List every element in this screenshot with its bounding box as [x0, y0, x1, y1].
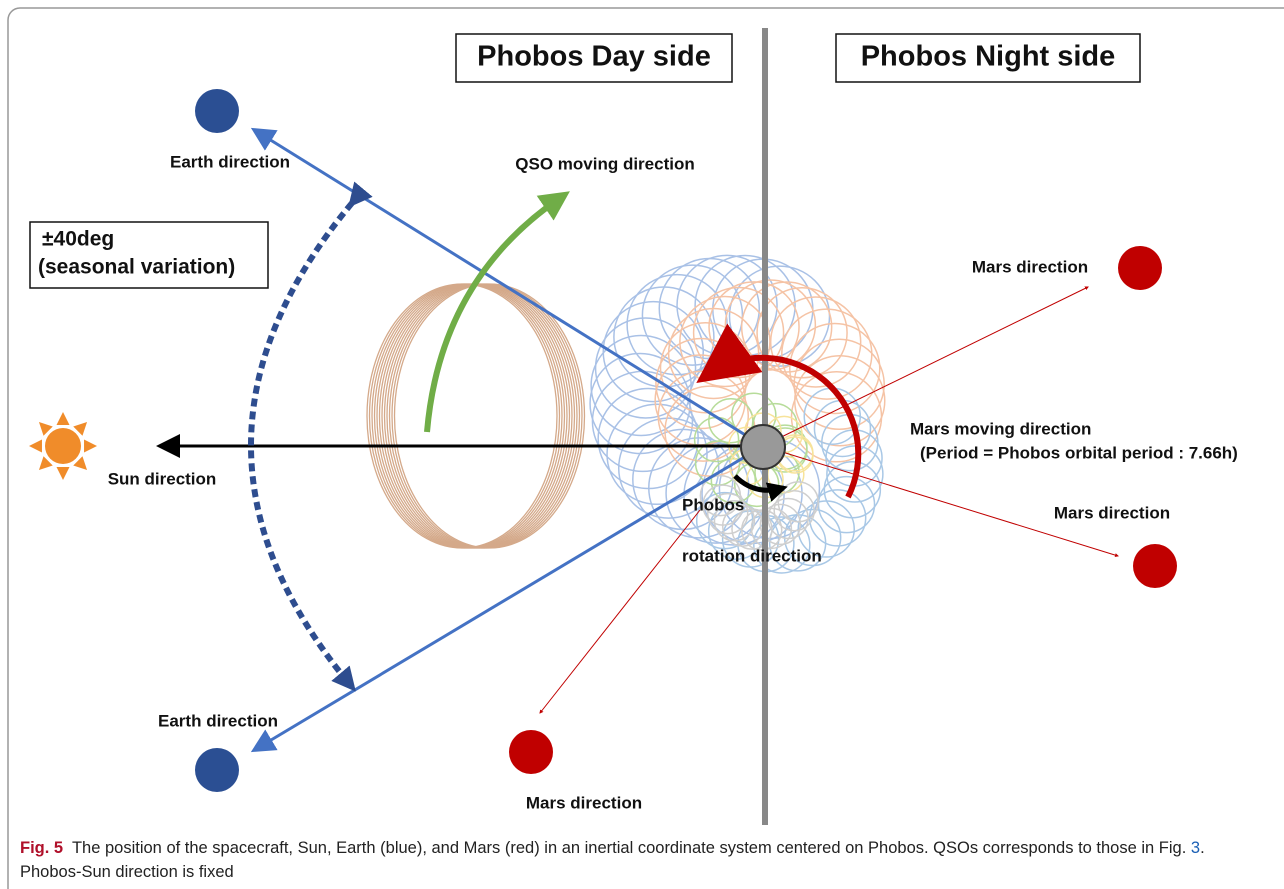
qso-orbit	[740, 509, 783, 551]
mars	[509, 730, 553, 774]
caption: Fig. 5 The position of the spacecraft, S…	[20, 836, 1270, 884]
qso-orbit	[597, 387, 699, 490]
qso-orbit	[388, 283, 581, 549]
qso-orbit	[773, 490, 815, 532]
day-label: Phobos Day side	[477, 41, 711, 73]
season-box	[29, 221, 269, 289]
mars-line	[539, 509, 701, 714]
label: Mars direction	[1054, 503, 1170, 522]
season-line1: ±40deg	[42, 228, 114, 251]
qso-orbit	[750, 507, 793, 550]
qso-orbit	[694, 254, 796, 357]
qso-orbit	[371, 283, 563, 549]
qso-orbit	[708, 397, 754, 444]
caption-text: The position of the spacecraft, Sun, Ear…	[71, 839, 1191, 857]
qso-orbit	[378, 283, 571, 549]
sun-ray	[38, 456, 53, 471]
sun-ray	[56, 412, 70, 425]
label: rotation direction	[682, 546, 822, 565]
mars	[1118, 246, 1162, 290]
qso-orbit	[790, 371, 883, 463]
qso-orbit	[590, 334, 692, 437]
earth-arrow	[250, 444, 764, 753]
rotation-arrow	[733, 474, 788, 502]
label: Mars direction	[526, 793, 642, 812]
qso-orbit	[376, 283, 568, 549]
qso-orbit	[710, 458, 757, 504]
qso-orbit	[793, 338, 885, 431]
qso-orbit	[728, 265, 831, 367]
season-line2: (seasonal variation)	[38, 256, 235, 279]
qso-orbit	[383, 283, 576, 549]
sun-ray	[84, 439, 97, 453]
sun	[29, 412, 97, 480]
label: Sun direction	[108, 469, 217, 488]
label: Earth direction	[158, 711, 278, 730]
qso-orbit	[699, 474, 742, 517]
qso-orbit	[769, 296, 862, 388]
day-box	[455, 33, 733, 83]
qso-orbit	[706, 492, 749, 535]
caption-link[interactable]: 3	[1190, 839, 1201, 857]
qso-orbit	[797, 500, 855, 558]
qso-orbit	[789, 322, 881, 415]
qso-orbit	[386, 283, 578, 549]
qso-orbit	[606, 403, 708, 506]
season-arc	[248, 181, 373, 692]
qso-orbits	[366, 254, 886, 574]
caption-text: . Phobos-Sun direction is fixed	[20, 839, 1205, 881]
sun-ray	[73, 421, 88, 436]
qso-orbit	[381, 283, 573, 549]
mars	[1133, 544, 1177, 588]
night-box	[835, 33, 1141, 83]
qso-orbit	[366, 283, 558, 549]
qso-orbit	[594, 317, 697, 419]
qso-orbit	[753, 516, 811, 574]
qso-orbit	[679, 295, 771, 388]
label: Mars direction	[972, 257, 1088, 276]
qso-orbit	[373, 283, 566, 549]
mars-line	[762, 445, 1119, 558]
mars-moving-arrow	[696, 323, 862, 499]
frame	[7, 7, 1284, 889]
qso-orbit	[759, 503, 802, 546]
label: Mars moving direction	[910, 419, 1091, 438]
night-label: Phobos Night side	[861, 41, 1116, 73]
mars-line	[762, 286, 1089, 447]
sun-ray	[56, 467, 70, 480]
earth	[195, 89, 239, 133]
label: (Period = Phobos orbital period : 7.66h)	[920, 443, 1238, 462]
qso-orbit	[393, 283, 586, 549]
caption-label: Fig. 5	[20, 839, 64, 857]
qso-orbit	[713, 500, 756, 542]
qso-orbit	[368, 283, 561, 549]
qso-orbit	[731, 508, 773, 550]
label: QSO moving direction	[515, 154, 694, 173]
earth-arrow	[250, 127, 764, 448]
qso-orbit	[657, 370, 750, 462]
qso-arrow	[424, 191, 570, 433]
sun-ray	[73, 456, 88, 471]
sun-ray	[38, 421, 53, 436]
qso-orbit	[641, 264, 744, 366]
qso-orbit	[826, 445, 884, 503]
qso-orbit	[589, 352, 691, 455]
qso-orbit	[391, 283, 583, 549]
sun-ray	[29, 439, 42, 453]
phobos	[740, 424, 786, 470]
label: Phobos	[682, 495, 744, 514]
qso-orbit	[617, 417, 720, 519]
label: Earth direction	[170, 152, 290, 171]
earth	[195, 748, 239, 792]
